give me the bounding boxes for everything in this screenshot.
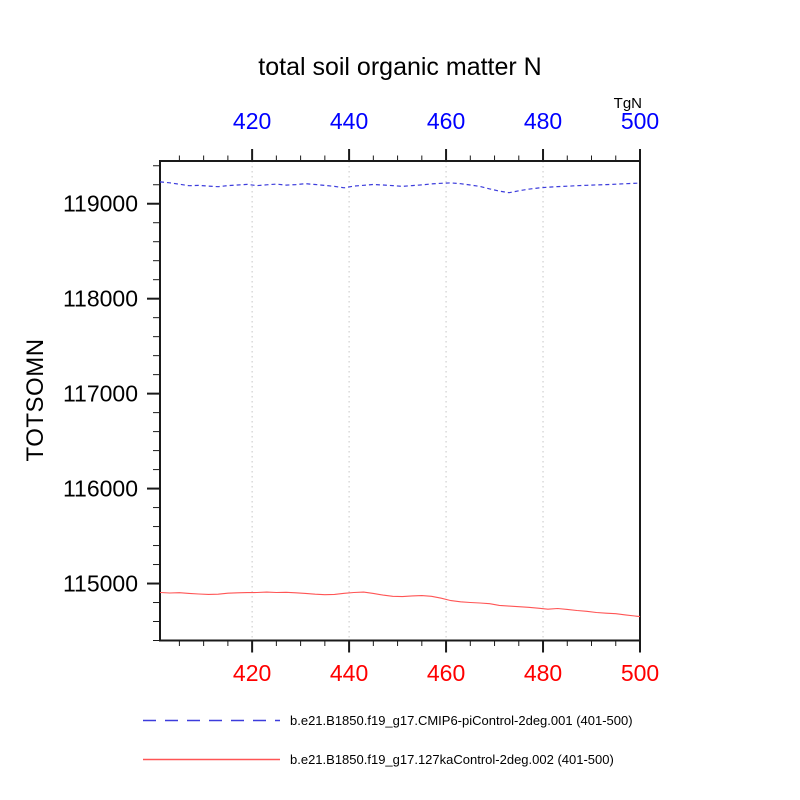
- series-line-127kacontrol: [159, 591, 641, 618]
- plot-frame: [159, 160, 641, 642]
- chart-title: total soil organic matter N: [258, 53, 542, 81]
- top-axis-tick-label: 440: [330, 108, 368, 134]
- top-axis-unit-label: TgN: [613, 95, 642, 112]
- y-axis-tick-label: 118000: [63, 286, 138, 312]
- legend-entry-picontrol: b.e21.B1850.f19_g17.CMIP6-piControl-2deg…: [143, 712, 633, 728]
- legend-dashed-line-swatch: [143, 719, 280, 721]
- y-axis-tick-label: 115000: [63, 571, 138, 597]
- series-line-picontrol: [159, 181, 641, 194]
- top-axis-tick-label: 500: [621, 108, 659, 134]
- top-axis-tick-label: 480: [524, 108, 562, 134]
- bottom-axis-tick-label: 500: [621, 660, 659, 686]
- legend-entry-127kacontrol: b.e21.B1850.f19_g17.127kaControl-2deg.00…: [143, 751, 614, 767]
- y-axis-tick-label: 116000: [63, 476, 138, 502]
- bottom-axis-tick-label: 480: [524, 660, 562, 686]
- y-axis-tick-label: 119000: [63, 191, 138, 217]
- legend-label: b.e21.B1850.f19_g17.CMIP6-piControl-2deg…: [290, 712, 633, 728]
- y-axis-label: TOTSOMN: [22, 338, 49, 462]
- top-axis-tick-label: 420: [233, 108, 271, 134]
- legend-label: b.e21.B1850.f19_g17.127kaControl-2deg.00…: [290, 751, 614, 767]
- y-axis-tick-label: 117000: [63, 381, 138, 407]
- bottom-axis-tick-label: 420: [233, 660, 271, 686]
- bottom-axis-tick-label: 460: [427, 660, 465, 686]
- legend-solid-line-swatch: [143, 758, 280, 760]
- top-axis-tick-label: 460: [427, 108, 465, 134]
- bottom-axis-tick-label: 440: [330, 660, 368, 686]
